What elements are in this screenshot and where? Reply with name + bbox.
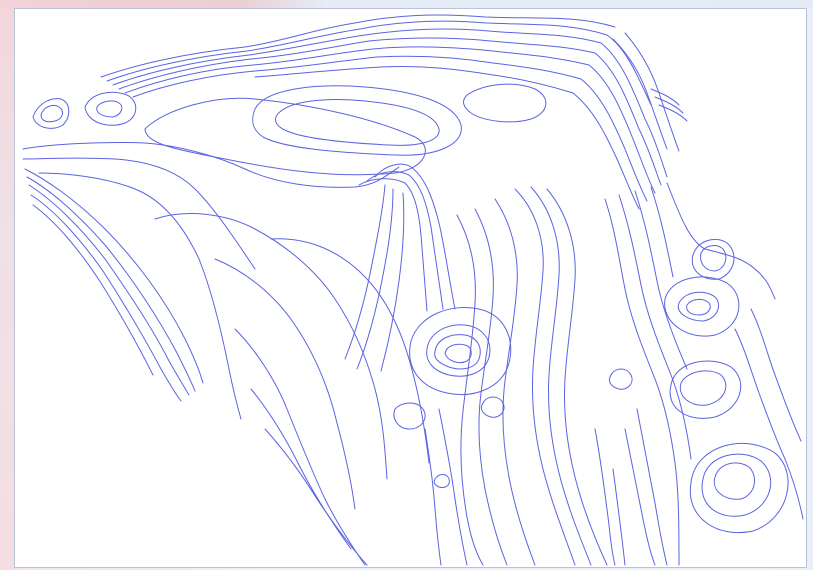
contour-line — [118, 37, 662, 186]
contour-line — [38, 172, 242, 420]
contour-line — [393, 402, 426, 430]
contour-line — [634, 190, 688, 370]
contour-line — [356, 188, 394, 370]
contour-line — [374, 163, 456, 310]
contour-line — [28, 184, 190, 396]
contour-line — [358, 178, 428, 312]
contour-line — [677, 291, 719, 322]
contour-line — [734, 328, 804, 520]
contour-line — [24, 168, 204, 384]
contour-line — [22, 141, 400, 188]
contour-line — [100, 14, 616, 78]
contour-line — [480, 396, 505, 418]
contour-line — [700, 245, 727, 272]
contour-line — [679, 370, 727, 406]
contour-line — [274, 99, 440, 146]
contour-line — [270, 238, 430, 464]
contour-line — [444, 343, 472, 364]
contour-line — [608, 368, 633, 390]
contour-line — [618, 194, 692, 460]
left-decorative-band — [0, 0, 14, 570]
contour-line — [636, 408, 668, 566]
contour-line — [624, 32, 680, 152]
contour-line — [426, 324, 491, 377]
contour-line — [96, 100, 123, 118]
contour-line — [344, 184, 386, 360]
contour-line — [713, 462, 756, 500]
contour-line — [434, 334, 481, 370]
contour-line — [463, 83, 547, 123]
contour-line — [26, 176, 196, 392]
contour-map — [22, 14, 804, 566]
contour-line — [494, 198, 536, 566]
contour-line — [750, 308, 802, 442]
contour-line — [214, 258, 356, 510]
contour-line — [612, 468, 626, 566]
contour-line — [30, 194, 182, 402]
contour-line — [686, 298, 711, 316]
contour-line — [474, 208, 508, 566]
contour-line — [612, 38, 668, 150]
contour-line — [250, 388, 352, 550]
contour-line — [666, 182, 776, 300]
contour-line — [40, 104, 63, 123]
contour-line — [22, 157, 256, 270]
contour-lines-group — [22, 14, 804, 566]
contour-line — [650, 186, 674, 278]
contour-line — [409, 307, 512, 395]
contour-line — [234, 328, 366, 566]
contour-line — [701, 453, 772, 517]
contour-line — [154, 213, 388, 480]
contour-line — [424, 428, 442, 566]
contour-map-panel — [14, 8, 807, 568]
contour-line — [624, 428, 656, 566]
contour-line — [433, 474, 450, 488]
contour-line — [438, 408, 468, 566]
contour-line — [604, 198, 680, 566]
contour-line — [32, 98, 70, 129]
contour-line — [594, 428, 616, 566]
contour-line — [546, 188, 608, 566]
contour-line — [689, 442, 789, 533]
contour-line — [112, 28, 668, 178]
contour-line — [664, 276, 740, 337]
contour-line — [380, 192, 405, 372]
top-decorative-band — [0, 0, 813, 8]
contour-line — [84, 91, 137, 126]
contour-line — [106, 20, 652, 106]
contour-line — [252, 85, 462, 156]
contour-line — [264, 428, 368, 566]
contour-line — [650, 88, 688, 122]
contour-line — [530, 186, 592, 566]
contour-line — [456, 214, 484, 566]
contour-line — [32, 204, 154, 376]
contour-line — [144, 97, 426, 176]
contour-line — [254, 65, 640, 210]
contour-line — [132, 55, 648, 202]
contour-line — [366, 171, 444, 310]
contour-line — [514, 188, 576, 566]
contour-line — [124, 46, 656, 194]
contour-line — [691, 239, 735, 280]
